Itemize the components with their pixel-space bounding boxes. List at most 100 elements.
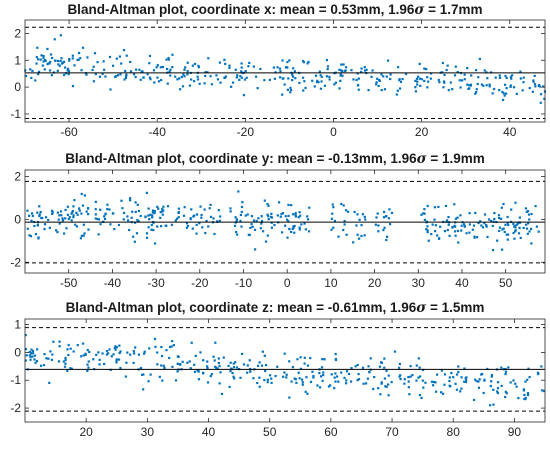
data-point [142,373,145,376]
x-tick-label: -20 [237,125,255,139]
data-point [68,59,71,62]
data-point [216,367,219,370]
data-point [161,65,165,69]
data-point [342,204,345,207]
data-point [59,59,62,63]
data-point [289,86,292,89]
data-point [137,209,140,213]
data-point [430,232,433,236]
data-point [224,62,227,65]
data-point [202,372,205,375]
data-point [360,234,363,238]
data-point [382,75,385,78]
data-point [318,371,321,375]
data-point [63,73,66,77]
data-point [72,216,75,219]
data-point [491,92,494,95]
data-point [210,373,213,376]
data-point [280,231,284,234]
data-point [250,223,253,226]
data-point [66,205,69,208]
data-point [418,62,421,65]
data-point [537,230,540,233]
data-point [365,68,368,71]
data-point [190,78,193,81]
data-point [504,370,508,373]
data-point [92,358,95,361]
data-point [291,227,294,230]
data-point [337,235,340,238]
data-point [483,222,486,225]
data-point [259,67,262,71]
data-point [115,361,118,364]
data-point [182,73,185,76]
data-point [451,225,454,229]
data-point [266,234,269,237]
data-point [105,350,109,353]
data-point [490,380,493,383]
data-point [462,223,466,226]
data-point [232,366,236,369]
data-point [35,62,38,65]
data-point [124,76,128,80]
data-point [505,233,508,236]
data-point [475,88,478,91]
data-point [456,70,459,74]
x-tick-label: 20 [368,276,382,290]
data-point [181,85,185,88]
data-point [304,228,307,231]
data-point [132,235,135,238]
data-point [521,89,524,92]
data-point [385,75,388,78]
data-point [54,59,57,62]
data-point [468,212,471,215]
data-point [465,232,468,235]
data-point [148,347,151,350]
data-point [449,81,452,84]
axes-box [24,169,546,274]
data-point [190,208,193,211]
data-point [401,77,404,81]
data-point [459,390,462,393]
data-point [240,62,243,65]
data-point [249,370,252,373]
data-point [505,392,508,395]
data-point [177,216,180,219]
data-point [473,235,476,238]
data-point [240,76,243,79]
data-point [319,375,323,378]
x-tick-label: 40 [455,276,469,290]
data-point [229,207,232,210]
data-point [118,351,121,355]
data-point [94,200,97,204]
data-point [334,81,338,84]
x-tick-label: 50 [499,276,513,290]
data-point [105,353,109,356]
data-point [320,75,323,78]
data-point [364,382,368,385]
data-point [512,231,515,235]
data-point [151,209,155,212]
data-point [498,229,501,233]
data-point [299,356,302,359]
data-point [488,83,491,86]
data-point [399,80,403,83]
x-tick-label: 30 [412,276,426,290]
data-point [59,34,62,37]
data-point [284,224,287,227]
data-point [509,381,512,384]
data-point [130,216,133,219]
data-point [303,80,306,83]
data-point [77,51,81,55]
data-point [457,370,460,374]
data-point [478,57,482,61]
data-point [332,226,335,229]
data-point [43,353,46,356]
data-point [270,381,273,385]
data-point [150,223,153,227]
data-point [463,380,466,383]
data-point [515,385,518,388]
data-point [320,80,323,83]
data-point [286,88,289,91]
data-point [209,375,212,378]
